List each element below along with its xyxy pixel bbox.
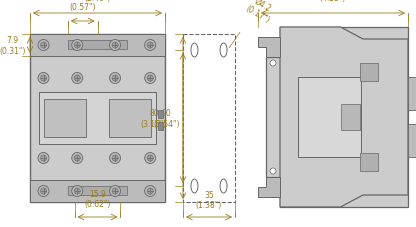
Circle shape — [147, 188, 153, 194]
Ellipse shape — [191, 179, 198, 193]
Circle shape — [38, 40, 49, 51]
Text: 90
(3.54"): 90 (3.54") — [154, 109, 180, 128]
Circle shape — [145, 40, 156, 51]
Polygon shape — [266, 28, 408, 207]
Ellipse shape — [220, 44, 227, 58]
Bar — [44, 100, 86, 137]
Bar — [109, 100, 151, 137]
Circle shape — [40, 43, 47, 49]
Text: 107.5
(4.23"): 107.5 (4.23") — [320, 0, 346, 3]
Ellipse shape — [191, 44, 198, 58]
Circle shape — [145, 186, 156, 197]
Text: 61
(2.40"): 61 (2.40") — [84, 0, 111, 3]
Circle shape — [38, 73, 49, 84]
Bar — [158, 111, 163, 118]
Circle shape — [270, 168, 276, 174]
Circle shape — [147, 43, 153, 49]
Bar — [158, 122, 163, 131]
Bar — [360, 64, 378, 82]
Circle shape — [145, 73, 156, 84]
Circle shape — [109, 153, 121, 164]
Bar — [183, 35, 235, 202]
Bar — [341, 105, 360, 130]
Bar — [298, 78, 361, 157]
Bar — [408, 78, 416, 110]
Bar — [360, 153, 378, 171]
Circle shape — [112, 76, 118, 82]
Text: 80
(3.15"): 80 (3.15") — [141, 109, 167, 128]
Circle shape — [112, 43, 118, 49]
Circle shape — [109, 186, 121, 197]
Text: 7.9
(0.31"): 7.9 (0.31") — [0, 36, 26, 55]
Text: 35
(1.38"): 35 (1.38") — [196, 190, 222, 209]
Circle shape — [38, 153, 49, 164]
Circle shape — [40, 188, 47, 194]
Circle shape — [72, 73, 83, 84]
Circle shape — [270, 61, 276, 67]
Circle shape — [112, 188, 118, 194]
Text: 15.9
(0.62"): 15.9 (0.62") — [84, 189, 111, 208]
Circle shape — [74, 188, 80, 194]
Circle shape — [38, 186, 49, 197]
Text: 14.6
(0.57"): 14.6 (0.57") — [69, 0, 96, 12]
Circle shape — [74, 76, 80, 82]
Ellipse shape — [220, 179, 227, 193]
Circle shape — [72, 153, 83, 164]
Circle shape — [147, 155, 153, 161]
Text: Ø4.2
(0.17"): Ø4.2 (0.17") — [243, 0, 276, 25]
Bar — [408, 125, 416, 157]
Polygon shape — [258, 38, 280, 58]
Bar — [30, 35, 165, 57]
Polygon shape — [258, 177, 280, 197]
Circle shape — [112, 155, 118, 161]
Circle shape — [109, 40, 121, 51]
Bar — [68, 186, 127, 195]
Bar — [40, 93, 156, 144]
Polygon shape — [280, 28, 408, 207]
Circle shape — [40, 155, 47, 161]
Circle shape — [74, 155, 80, 161]
Bar — [68, 40, 127, 50]
Circle shape — [72, 40, 83, 51]
Circle shape — [40, 76, 47, 82]
Circle shape — [72, 186, 83, 197]
Bar — [30, 35, 165, 202]
Circle shape — [145, 153, 156, 164]
Bar — [30, 180, 165, 202]
Circle shape — [109, 73, 121, 84]
Circle shape — [74, 43, 80, 49]
Circle shape — [147, 76, 153, 82]
